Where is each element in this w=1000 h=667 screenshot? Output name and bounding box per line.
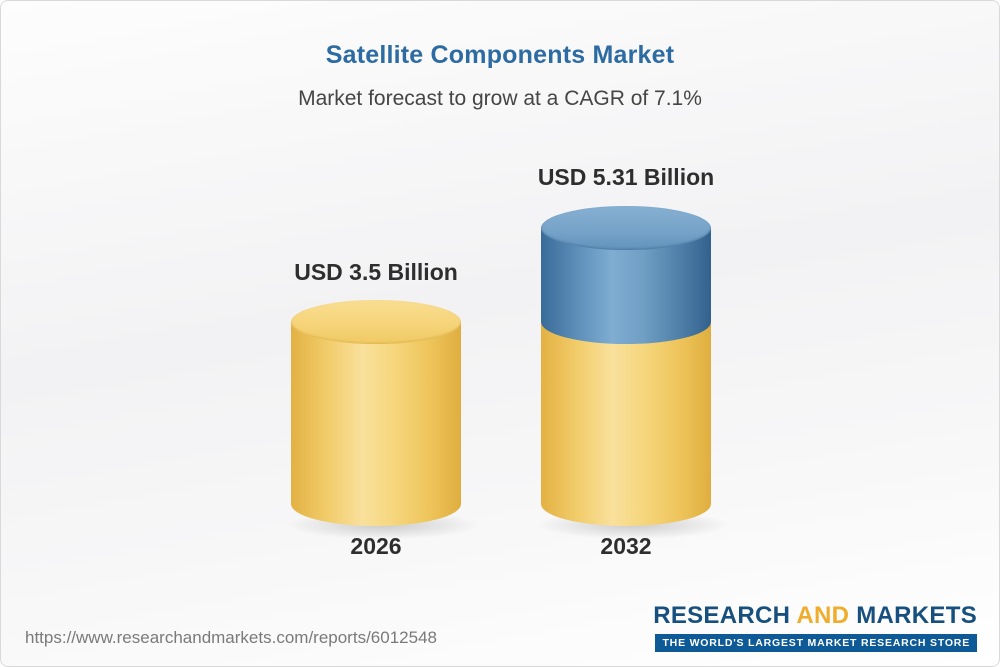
logo-word-and: AND [796,602,850,629]
bar-2026-top-cap [291,300,461,344]
bar-2032-base-segment [541,322,711,526]
value-label-2026: USD 3.5 Billion [294,259,458,285]
research-and-markets-logo[interactable]: RESEARCH AND MARKETS THE WORLD'S LARGEST… [653,602,977,652]
bar-2026 [283,300,483,540]
bar-2026-body [291,322,461,526]
value-label-2032: USD 5.31 Billion [537,164,715,190]
category-label-2026: 2026 [350,533,402,559]
logo-wordmark: RESEARCH AND MARKETS [653,602,977,630]
logo-word-markets: MARKETS [856,602,977,629]
category-label-2032: 2032 [600,533,652,559]
logo-tagline: THE WORLD'S LARGEST MARKET RESEARCH STOR… [655,634,977,652]
chart-subtitle: Market forecast to grow at a CAGR of 7.1… [298,87,702,110]
chart-title: Satellite Components Market [325,41,675,69]
bar-2032 [533,205,733,540]
bar-2032-top-cap [541,205,711,250]
logo-word-research: RESEARCH [653,602,791,629]
report-url-link[interactable]: https://www.researchandmarkets.com/repor… [25,628,437,647]
